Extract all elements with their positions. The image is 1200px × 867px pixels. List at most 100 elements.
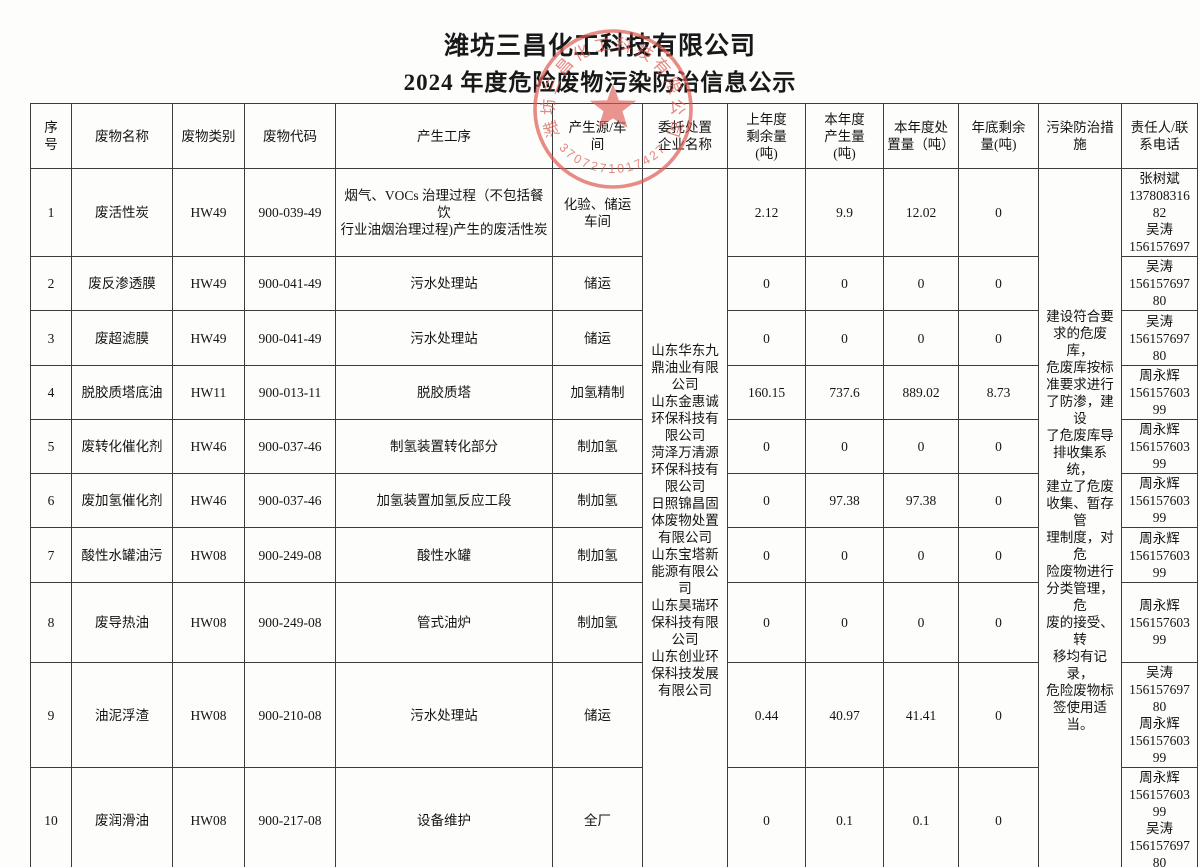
cell-disposed: 41.41 [883, 662, 959, 768]
cell-waste-category: HW46 [172, 419, 245, 474]
cell-contact: 吴涛 156157697 80 周永辉 156157603 99 [1121, 662, 1198, 768]
table-row: 8 废导热油 HW08 900-249-08 管式油炉 制加氢 0 0 0 0 … [30, 582, 1198, 663]
cell-disposal-companies: 山东华东九 鼎油业有限 公司 山东金惠诚 环保科技有 限公司 菏泽万清源 环保科… [642, 168, 728, 867]
cell-waste-code: 900-249-08 [244, 527, 336, 583]
header-year-disposed: 本年度处 置量（吨） [883, 103, 959, 169]
cell-waste-name: 酸性水罐油污 [71, 527, 173, 583]
cell-waste-code: 900-217-08 [244, 767, 336, 867]
cell-waste-category: HW49 [172, 168, 245, 257]
cell-yearend-remaining: 0 [958, 473, 1039, 528]
cell-no: 5 [30, 419, 72, 474]
cell-waste-category: HW08 [172, 582, 245, 663]
cell-waste-code: 900-037-46 [244, 473, 336, 528]
table-row: 1 废活性炭 HW49 900-039-49 烟气、VOCs 治理过程（不包括餐… [30, 168, 1198, 867]
cell-waste-code: 900-041-49 [244, 310, 336, 366]
cell-waste-code: 900-039-49 [244, 168, 336, 257]
table-row: 9 油泥浮渣 HW08 900-210-08 污水处理站 储运 0.44 40.… [30, 662, 1198, 768]
cell-waste-category: HW49 [172, 256, 245, 311]
cell-contact: 吴涛 156157697 80 [1121, 310, 1198, 366]
cell-produced: 40.97 [805, 662, 884, 768]
cell-disposed: 0 [883, 582, 959, 663]
cell-contact: 吴涛 156157697 80 [1121, 256, 1198, 311]
cell-prev-remaining: 0.44 [727, 662, 806, 768]
cell-waste-code: 900-210-08 [244, 662, 336, 768]
cell-yearend-remaining: 0 [958, 168, 1039, 257]
cell-source: 制加氢 [552, 582, 643, 663]
cell-no: 9 [30, 662, 72, 768]
cell-contact: 周永辉 156157603 99 [1121, 419, 1198, 474]
cell-prev-remaining: 2.12 [727, 168, 806, 257]
cell-yearend-remaining: 0 [958, 582, 1039, 663]
cell-contact: 周永辉 156157603 99 [1121, 473, 1198, 528]
header-responsible-contact: 责任人/联 系电话 [1121, 103, 1198, 169]
cell-process: 酸性水罐 [335, 527, 553, 583]
cell-waste-name: 废超滤膜 [71, 310, 173, 366]
cell-no: 10 [30, 767, 72, 867]
cell-produced: 0.1 [805, 767, 884, 867]
cell-no: 2 [30, 256, 72, 311]
cell-waste-code: 900-037-46 [244, 419, 336, 474]
cell-waste-code: 900-013-11 [244, 365, 336, 420]
cell-yearend-remaining: 0 [958, 767, 1039, 867]
cell-disposed: 0 [883, 419, 959, 474]
cell-waste-name: 废反渗透膜 [71, 256, 173, 311]
cell-contact: 周永辉 156157603 99 [1121, 527, 1198, 583]
cell-waste-name: 废活性炭 [71, 168, 173, 257]
table-row: 6 废加氢催化剂 HW46 900-037-46 加氢装置加氢反应工段 制加氢 … [30, 473, 1198, 528]
cell-yearend-remaining: 0 [958, 662, 1039, 768]
cell-process: 污水处理站 [335, 310, 553, 366]
table-row: 5 废转化催化剂 HW46 900-037-46 制氢装置转化部分 制加氢 0 … [30, 419, 1198, 474]
cell-prevention-measures: 建设符合要 求的危废库， 危废库按标 准要求进行 了防渗，建设 了危废库导 排收… [1038, 168, 1122, 867]
cell-waste-name: 脱胶质塔底油 [71, 365, 173, 420]
cell-produced: 0 [805, 527, 884, 583]
cell-source: 储运 [552, 256, 643, 311]
cell-process: 脱胶质塔 [335, 365, 553, 420]
cell-disposed: 97.38 [883, 473, 959, 528]
table-row: 7 酸性水罐油污 HW08 900-249-08 酸性水罐 制加氢 0 0 0 … [30, 527, 1198, 583]
header-prev-year-remaining: 上年度 剩余量 (吨) [727, 103, 806, 169]
cell-prev-remaining: 0 [727, 527, 806, 583]
cell-contact: 周永辉 156157603 99 [1121, 365, 1198, 420]
header-no: 序 号 [30, 103, 72, 169]
header-waste-code: 废物代码 [244, 103, 336, 169]
header-row: 序 号 废物名称 废物类别 废物代码 产生工序 产生源/车 间 委托处置 企业名… [30, 103, 1198, 169]
cell-prev-remaining: 0 [727, 582, 806, 663]
table-row: 10 废润滑油 HW08 900-217-08 设备维护 全厂 0 0.1 0.… [30, 767, 1198, 867]
cell-no: 8 [30, 582, 72, 663]
cell-disposed: 0 [883, 527, 959, 583]
cell-process: 制氢装置转化部分 [335, 419, 553, 474]
cell-contact: 周永辉 156157603 99 [1121, 582, 1198, 663]
cell-waste-name: 废润滑油 [71, 767, 173, 867]
cell-yearend-remaining: 0 [958, 527, 1039, 583]
cell-prev-remaining: 0 [727, 419, 806, 474]
cell-waste-category: HW46 [172, 473, 245, 528]
cell-disposed: 889.02 [883, 365, 959, 420]
cell-waste-code: 900-249-08 [244, 582, 336, 663]
cell-yearend-remaining: 0 [958, 310, 1039, 366]
cell-yearend-remaining: 0 [958, 256, 1039, 311]
table-row: 2 废反渗透膜 HW49 900-041-49 污水处理站 储运 0 0 0 0… [30, 256, 1198, 311]
header-disposal-company: 委托处置 企业名称 [642, 103, 728, 169]
header-waste-name: 废物名称 [71, 103, 173, 169]
header-yearend-remaining: 年底剩余 量(吨) [958, 103, 1039, 169]
cell-source: 制加氢 [552, 527, 643, 583]
cell-source: 全厂 [552, 767, 643, 867]
cell-waste-category: HW08 [172, 527, 245, 583]
cell-produced: 0 [805, 419, 884, 474]
cell-waste-category: HW49 [172, 310, 245, 366]
cell-source: 制加氢 [552, 473, 643, 528]
cell-contact: 周永辉 156157603 99 吴涛 156157697 80 [1121, 767, 1198, 867]
table-row: 4 脱胶质塔底油 HW11 900-013-11 脱胶质塔 加氢精制 160.1… [30, 365, 1198, 420]
cell-contact: 张树斌 137808316 82 吴涛 156157697 [1121, 168, 1198, 257]
cell-yearend-remaining: 0 [958, 419, 1039, 474]
cell-source: 储运 [552, 662, 643, 768]
cell-produced: 0 [805, 310, 884, 366]
cell-prev-remaining: 0 [727, 256, 806, 311]
cell-process: 污水处理站 [335, 662, 553, 768]
cell-waste-name: 油泥浮渣 [71, 662, 173, 768]
cell-disposed: 12.02 [883, 168, 959, 257]
cell-no: 4 [30, 365, 72, 420]
cell-no: 3 [30, 310, 72, 366]
header-waste-category: 废物类别 [172, 103, 245, 169]
cell-disposed: 0 [883, 256, 959, 311]
